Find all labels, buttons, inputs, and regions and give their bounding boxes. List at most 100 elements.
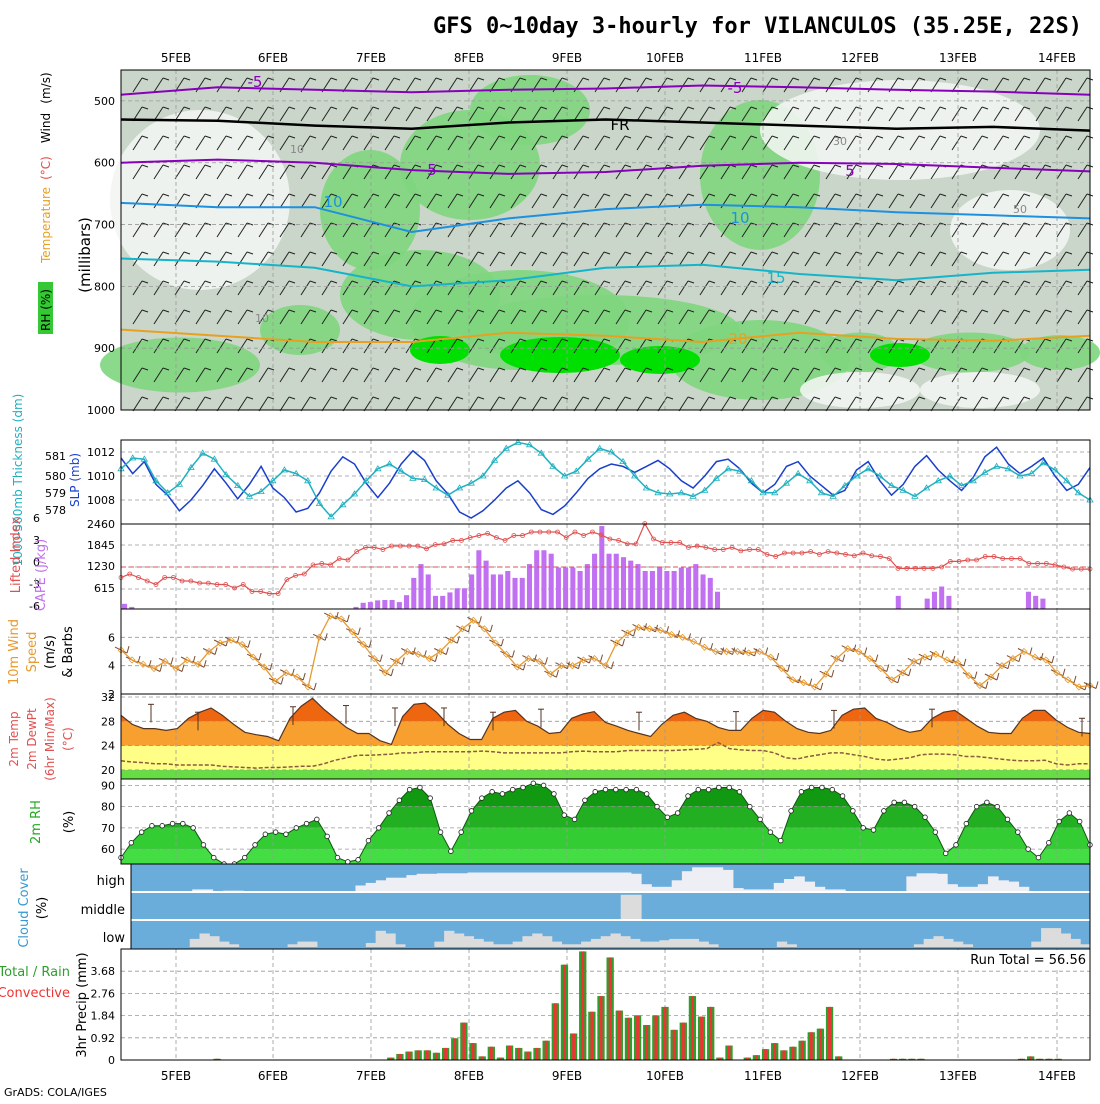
wind-barb	[846, 367, 863, 383]
cloud-cover-bar	[437, 873, 448, 892]
precip-tick-label: 0.92	[91, 1032, 116, 1045]
wind-speed-marker	[723, 647, 731, 656]
li-marker	[878, 554, 883, 559]
li-marker	[720, 547, 726, 552]
wind-barb	[237, 338, 254, 354]
wind-barb	[447, 367, 464, 383]
wind-barb	[762, 164, 779, 180]
wind-barb	[1014, 280, 1031, 296]
temperature-contour-line	[120, 158, 1091, 175]
wind-speed-marker	[502, 650, 510, 658]
li-marker	[537, 529, 543, 535]
wind-speed-marker	[216, 639, 224, 647]
precip-tick-label: 3.68	[91, 965, 116, 978]
thickness-marker	[677, 489, 686, 496]
thickness-marker	[175, 480, 184, 487]
precip-bar	[1045, 1058, 1053, 1060]
wind-barb	[804, 251, 821, 267]
precip-bar	[569, 1033, 578, 1060]
thickness-marker	[572, 467, 581, 474]
wind-barb	[804, 193, 821, 209]
wind-barb	[510, 251, 527, 267]
wind-barb	[468, 338, 485, 354]
wind-barb	[363, 106, 380, 122]
wind-speed-marker	[359, 640, 367, 648]
rh-marker	[128, 840, 135, 846]
cloud-cover-bar	[698, 941, 709, 947]
wind-barb	[237, 280, 254, 296]
wind-barb	[489, 164, 506, 180]
li-marker	[258, 589, 264, 594]
wind-barb	[573, 222, 590, 238]
precip-bar	[405, 1051, 413, 1060]
precip-convective-label: Convective	[0, 986, 70, 1001]
li-marker	[1035, 561, 1041, 566]
wind-barb	[426, 396, 443, 412]
wind-barb	[657, 77, 674, 93]
wind-barb	[405, 251, 422, 267]
wind-barb	[321, 309, 338, 325]
cloud-cover-bar	[669, 938, 680, 947]
li-marker	[432, 542, 438, 547]
li-marker	[406, 543, 412, 549]
wind-barb	[237, 309, 254, 325]
thickness-marker	[794, 469, 802, 476]
wind-barb	[846, 106, 863, 122]
wind-barb	[720, 309, 737, 325]
pressure-tick-label: 800	[94, 280, 115, 293]
wind-speed-marker	[304, 683, 312, 691]
rh-marker	[778, 837, 784, 844]
rh-marker	[169, 820, 176, 827]
wind-barb	[762, 309, 779, 325]
li-marker	[694, 543, 700, 549]
rh-marker	[520, 784, 526, 791]
wind-barb	[720, 367, 737, 383]
wind-barb	[699, 280, 716, 296]
thickness-marker	[327, 513, 335, 520]
cloud-cover-bar	[906, 876, 918, 892]
wind-barb	[657, 135, 674, 151]
wind-barb	[447, 77, 464, 93]
wind-barb	[762, 396, 779, 412]
cloud-cover-bar	[610, 872, 622, 892]
contour-label: -5	[728, 79, 743, 97]
wind-barb	[972, 280, 989, 296]
wind-barb	[321, 251, 338, 267]
wind-barb	[300, 367, 317, 383]
wind-barb	[258, 164, 275, 180]
rh-marker	[1046, 840, 1052, 846]
cloud-cover-bar	[192, 889, 203, 892]
wind-barb	[657, 396, 674, 412]
thickness-tick-label: 581	[45, 450, 66, 463]
li-marker	[991, 554, 997, 559]
thickness-marker	[957, 481, 966, 488]
wind-barb	[888, 251, 905, 267]
wind-barb	[909, 367, 926, 383]
upper-air-frame	[120, 69, 1091, 411]
cape-bar	[447, 592, 453, 609]
rh-marker	[386, 810, 392, 816]
precip-bar	[615, 1010, 623, 1060]
rh-marker	[932, 829, 939, 835]
cape-bar	[476, 550, 482, 609]
cape-bar	[606, 553, 612, 609]
thickness-marker	[222, 471, 230, 478]
cloud-cover-bar	[228, 944, 240, 947]
wind-barb	[867, 396, 884, 412]
wind-speed-marker	[712, 647, 720, 656]
slp-tick-label: 1010	[87, 470, 115, 483]
wind-barb	[468, 251, 485, 267]
precip-bar	[560, 964, 569, 1060]
temp-minmax-bar	[343, 705, 349, 724]
wind-barb	[720, 106, 737, 122]
rh-marker	[984, 799, 990, 806]
li-marker	[450, 538, 456, 543]
cloud-cover-bar	[386, 877, 397, 892]
wind-speed-marker	[789, 676, 797, 684]
li-marker	[904, 566, 910, 571]
rh-marker	[561, 812, 567, 818]
pressure-tick-label: 500	[94, 95, 115, 108]
thickness-marker	[689, 492, 697, 499]
temperature-axis-label: Temperature	[39, 187, 53, 264]
precip-bar	[661, 1006, 669, 1060]
